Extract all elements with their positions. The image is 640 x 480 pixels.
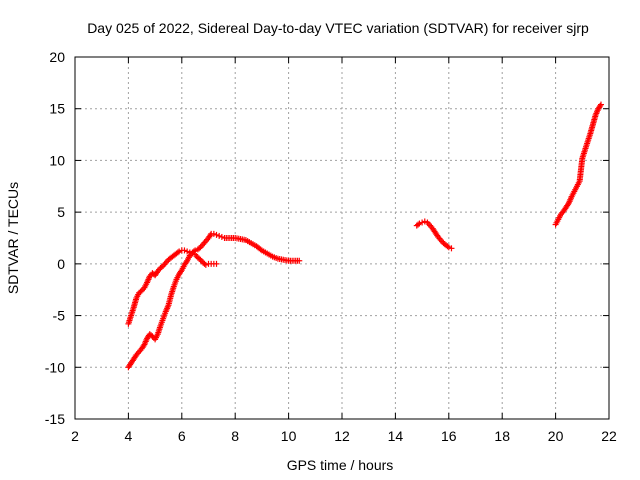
data-point xyxy=(210,230,217,237)
data-point xyxy=(183,259,190,266)
data-point xyxy=(202,261,209,268)
axis-ticks: 2 4 6 8 10 12 14 16 18 20 22 -15 -10 -5 0 5 10 15 20 xyxy=(45,49,617,444)
data-point xyxy=(415,221,422,228)
data-point xyxy=(184,248,191,255)
data-point xyxy=(448,245,455,252)
x-tick-label: 4 xyxy=(125,428,133,444)
x-tick-label: 18 xyxy=(494,428,510,444)
y-tick-label: 0 xyxy=(57,256,65,272)
x-tick-label: 8 xyxy=(231,428,239,444)
y-tick-label: 20 xyxy=(49,49,65,65)
data-point xyxy=(213,260,220,267)
data-point xyxy=(181,247,188,254)
chart-title: Day 025 of 2022, Sidereal Day-to-day VTE… xyxy=(87,20,589,36)
y-tick-label: 5 xyxy=(57,204,65,220)
plot-frame xyxy=(74,56,610,420)
y-tick-label: 10 xyxy=(49,152,65,168)
data-point xyxy=(216,232,223,239)
x-tick-label: 22 xyxy=(601,428,617,444)
data-points xyxy=(125,101,604,371)
data-point xyxy=(445,244,452,251)
data-point xyxy=(174,249,181,256)
data-point xyxy=(296,257,303,264)
x-tick-label: 6 xyxy=(178,428,186,444)
data-point xyxy=(176,248,183,255)
y-axis-label: SDTVAR / TECUs xyxy=(5,182,21,294)
x-tick-label: 14 xyxy=(388,428,404,444)
data-point xyxy=(213,231,220,238)
data-point xyxy=(192,247,199,254)
data-point xyxy=(597,101,604,108)
x-tick-label: 10 xyxy=(281,428,297,444)
x-tick-label: 16 xyxy=(441,428,457,444)
data-point xyxy=(218,233,225,240)
x-tick-label: 2 xyxy=(71,428,79,444)
x-axis-label: GPS time / hours xyxy=(287,457,394,473)
data-point xyxy=(597,102,604,109)
y-tick-label: -10 xyxy=(45,359,65,375)
data-point xyxy=(421,218,428,225)
y-tick-label: 15 xyxy=(49,101,65,117)
y-tick-label: -5 xyxy=(53,308,66,324)
data-point xyxy=(419,219,426,226)
data-point xyxy=(207,232,214,239)
x-tick-label: 20 xyxy=(548,428,564,444)
data-point xyxy=(416,220,423,227)
grid xyxy=(75,57,609,419)
data-point xyxy=(257,246,264,253)
data-point xyxy=(190,248,197,255)
data-point xyxy=(177,268,184,275)
x-tick-label: 12 xyxy=(334,428,350,444)
data-point xyxy=(444,243,451,250)
y-tick-label: -15 xyxy=(45,411,65,427)
